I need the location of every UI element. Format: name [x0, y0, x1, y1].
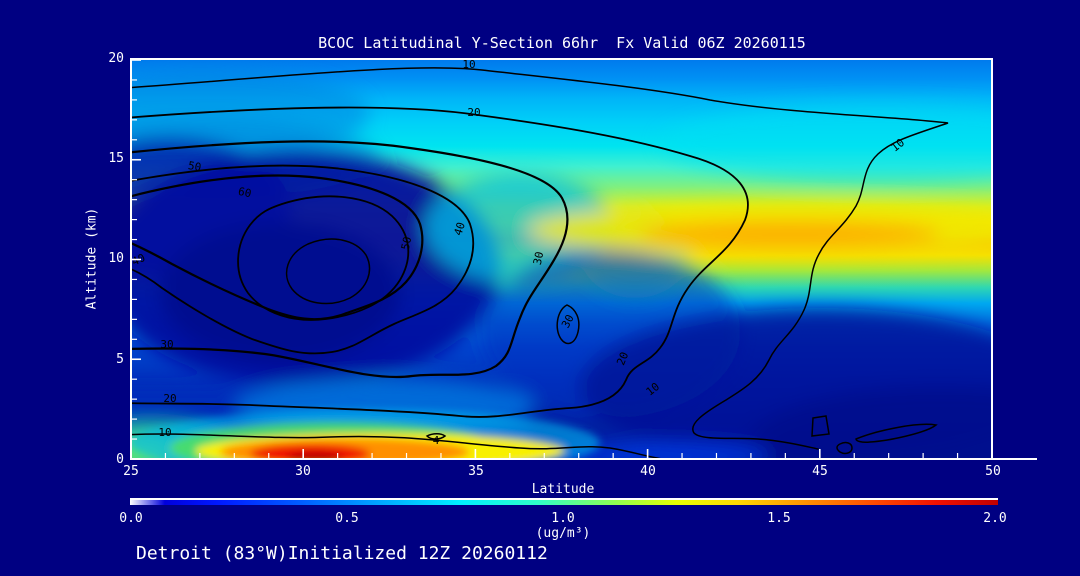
y-tick-label: 10 [108, 251, 124, 266]
contour-label: 10 [158, 426, 171, 439]
chart-title: BCOC Latitudinal Y-Section 66hr Fx Valid… [318, 34, 806, 52]
contour-label: 20 [163, 392, 176, 405]
contour-label: 50 [399, 235, 414, 251]
y-tick-label: 20 [108, 51, 124, 66]
contour-label: 20 [614, 350, 631, 367]
y-tick-label: 0 [116, 452, 124, 467]
colorbar-tick-label: 1.5 [767, 511, 791, 526]
contour-label: 40 [451, 221, 467, 238]
contour-label: 30 [160, 338, 173, 351]
x-axis-title: Latitude [531, 482, 595, 497]
colorbar-tick-label: 0.5 [335, 511, 359, 526]
contour-plot-canvas: 10 20 50 60 40 50 40 30 30 20 10 10 30 2… [30, 58, 1080, 498]
contour-lines [122, 67, 949, 461]
x-tick-label: 35 [468, 464, 484, 479]
colorbar-tick-label: 0.0 [119, 511, 143, 526]
x-tick-label: 40 [640, 464, 656, 479]
x-tick-label: 45 [812, 464, 828, 479]
contour-label: 10 [462, 58, 475, 71]
colorbar-tick-label: 2.0 [983, 511, 1007, 526]
contour-label: 10 [889, 136, 907, 154]
x-tick-label: 25 [123, 464, 139, 479]
contour-label: 20 [467, 106, 480, 119]
contour-label: 30 [531, 250, 546, 266]
contour-label: 4 [433, 434, 440, 447]
x-tick-label: 50 [985, 464, 1001, 479]
colorbar [130, 500, 998, 505]
contour-label: 50 [187, 159, 202, 174]
plot-area: 10 20 50 60 40 50 40 30 30 20 10 10 30 2… [30, 58, 1080, 498]
x-axis-extension-line [130, 458, 1037, 460]
contour-label: 60 [237, 185, 253, 200]
y-tick-label: 5 [116, 352, 124, 367]
colorbar-top-line [130, 498, 998, 500]
contour-label-layer: 10 20 50 60 40 50 40 30 30 20 10 10 30 2… [130, 58, 907, 447]
contour-label: 10 [644, 380, 662, 398]
x-tick-label: 30 [295, 464, 311, 479]
contour-label: 30 [559, 312, 577, 330]
colorbar-unit-label: (ug/m³) [535, 526, 591, 541]
y-axis-title: Altitude (km) [84, 207, 100, 310]
colorbar-tick-label: 1.0 [551, 511, 575, 526]
footer-station-init-text: Detroit (83°W)Initialized 12Z 20260112 [136, 543, 548, 564]
y-tick-label: 15 [108, 151, 124, 166]
